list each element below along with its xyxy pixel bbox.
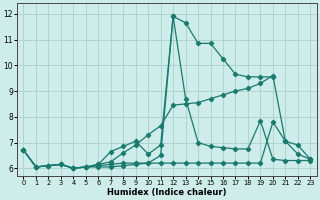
X-axis label: Humidex (Indice chaleur): Humidex (Indice chaleur) <box>107 188 227 197</box>
